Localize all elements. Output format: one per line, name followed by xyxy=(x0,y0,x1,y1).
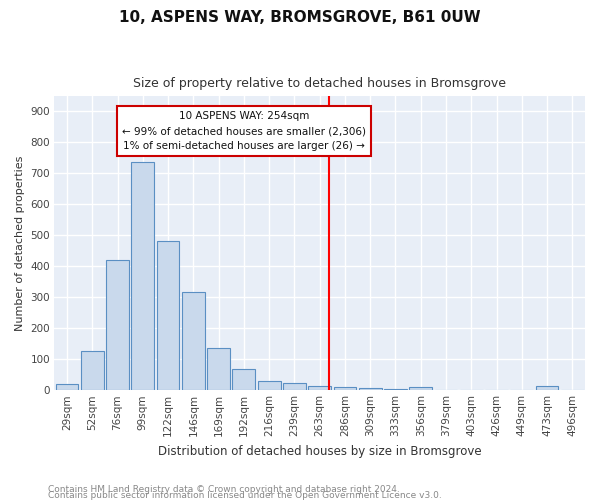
Bar xyxy=(232,369,255,390)
Bar xyxy=(207,348,230,390)
Text: Contains HM Land Registry data © Crown copyright and database right 2024.: Contains HM Land Registry data © Crown c… xyxy=(48,484,400,494)
Bar xyxy=(106,260,129,390)
X-axis label: Distribution of detached houses by size in Bromsgrove: Distribution of detached houses by size … xyxy=(158,444,481,458)
Text: 10, ASPENS WAY, BROMSGROVE, B61 0UW: 10, ASPENS WAY, BROMSGROVE, B61 0UW xyxy=(119,10,481,25)
Bar xyxy=(359,388,382,390)
Title: Size of property relative to detached houses in Bromsgrove: Size of property relative to detached ho… xyxy=(133,78,506,90)
Bar xyxy=(334,387,356,390)
Bar xyxy=(157,242,179,390)
Bar xyxy=(308,386,331,390)
Bar xyxy=(131,162,154,390)
Bar xyxy=(409,387,432,390)
Text: 10 ASPENS WAY: 254sqm
← 99% of detached houses are smaller (2,306)
1% of semi-de: 10 ASPENS WAY: 254sqm ← 99% of detached … xyxy=(122,112,366,151)
Bar xyxy=(81,351,104,390)
Bar xyxy=(56,384,79,390)
Y-axis label: Number of detached properties: Number of detached properties xyxy=(15,155,25,330)
Bar xyxy=(283,383,306,390)
Bar xyxy=(182,292,205,390)
Bar xyxy=(258,381,281,390)
Bar xyxy=(536,386,559,390)
Text: Contains public sector information licensed under the Open Government Licence v3: Contains public sector information licen… xyxy=(48,490,442,500)
